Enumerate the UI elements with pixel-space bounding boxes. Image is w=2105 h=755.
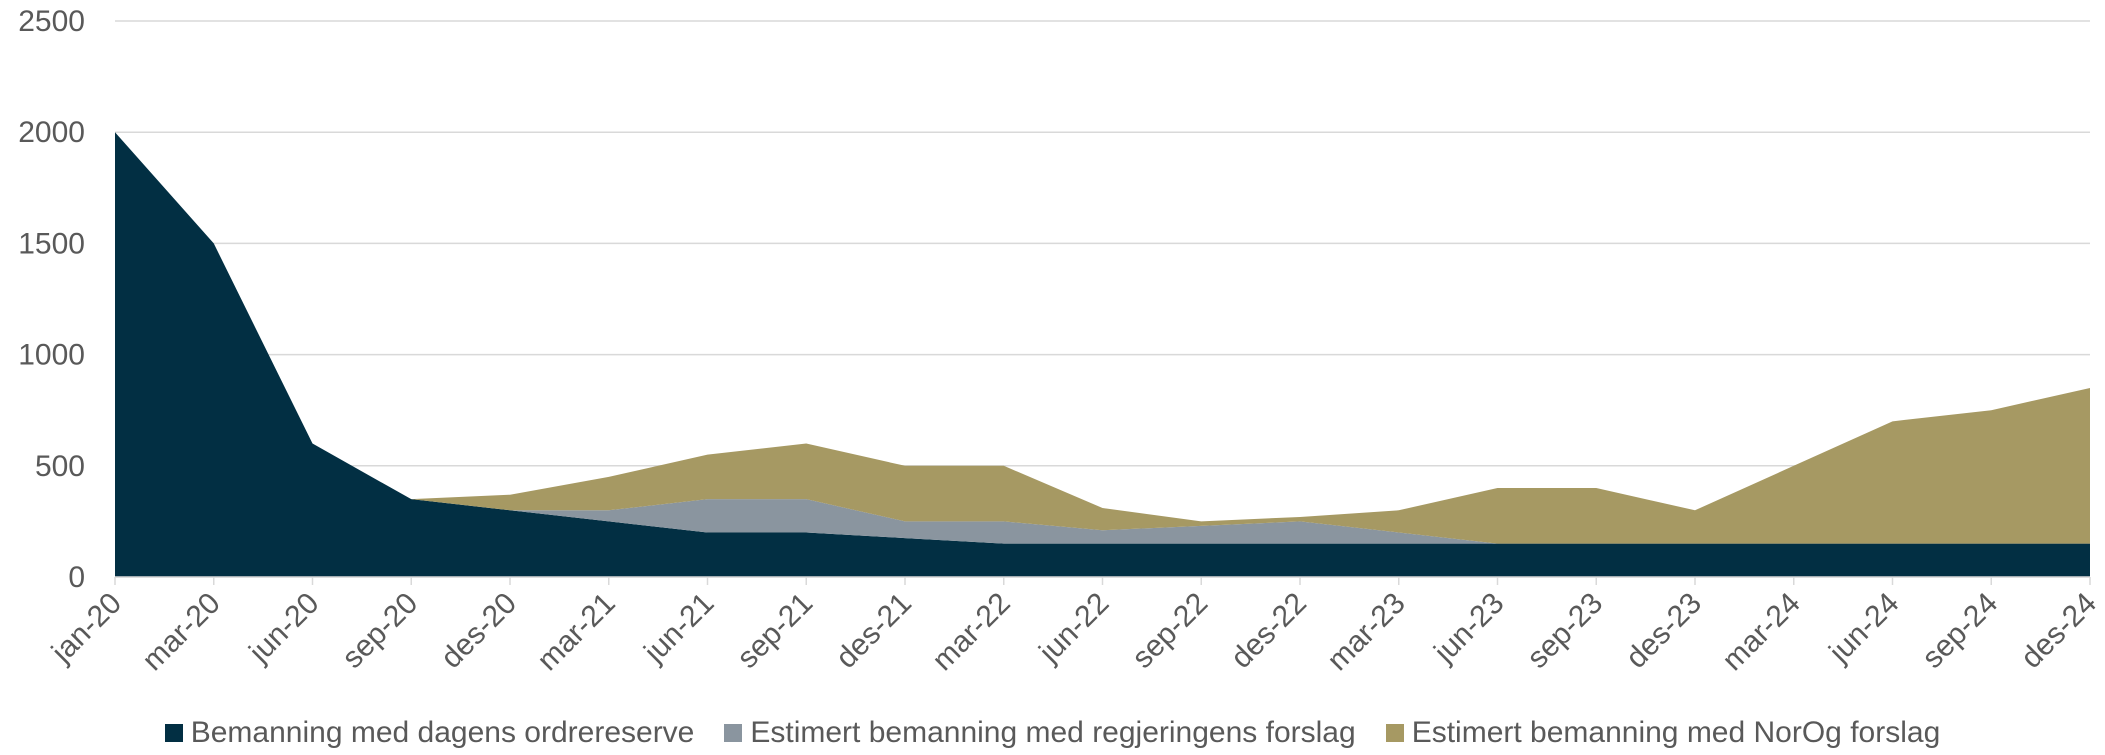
x-tick-label: des-22: [1225, 587, 1313, 675]
legend-label: Estimert bemanning med NorOg forslag: [1411, 716, 1941, 749]
x-tick-label: sep-20: [336, 587, 424, 675]
x-tick-label: jun-20: [242, 587, 325, 670]
legend-item: Bemanning med dagens ordrereserve: [164, 716, 695, 750]
legend: Bemanning med dagens ordrereserve Estimer…: [0, 716, 2105, 750]
legend-swatch: [164, 724, 183, 742]
area: [115, 132, 2090, 544]
legend-item: Estimert bemanning med NorOg forslag: [1385, 716, 1941, 750]
y-tick-label: 0: [68, 561, 85, 594]
x-tick-label: des-20: [435, 587, 523, 675]
x-tick-label: jun-21: [637, 587, 720, 670]
x-tick-label: des-23: [1620, 587, 1708, 675]
x-tick-label: mar-21: [531, 587, 622, 678]
legend-swatch: [724, 724, 743, 742]
x-tick-label: sep-23: [1521, 587, 1609, 675]
x-tick-label: sep-22: [1126, 587, 1214, 675]
x-tick-label: sep-21: [731, 587, 819, 675]
x-tick-label: sep-24: [1916, 587, 2004, 675]
y-tick-label: 1500: [18, 227, 85, 260]
legend-label: Bemanning med dagens ordrereserve: [190, 716, 695, 749]
y-tick-label: 2000: [18, 116, 85, 149]
x-tick-label: mar-20: [136, 587, 227, 678]
x-tick-label: jun-23: [1427, 587, 1510, 670]
x-tick-label: des-24: [2015, 587, 2103, 675]
x-tick-label: jan-20: [45, 587, 128, 670]
x-tick-label: mar-22: [926, 587, 1017, 678]
x-tick-label: des-21: [830, 587, 918, 675]
x-tick-label: mar-24: [1716, 587, 1807, 678]
legend-label: Estimert bemanning med regjeringens fors…: [750, 716, 1356, 749]
legend-item: Estimert bemanning med regjeringens fors…: [724, 716, 1356, 750]
y-tick-label: 2500: [18, 5, 85, 38]
x-tick-label: jun-24: [1822, 587, 1905, 670]
x-tick-label: jun-22: [1032, 587, 1115, 670]
x-tick-label: mar-23: [1321, 587, 1412, 678]
y-tick-label: 500: [35, 450, 85, 483]
legend-swatch: [1385, 724, 1404, 742]
y-tick-label: 1000: [18, 339, 85, 372]
area: [115, 132, 2090, 577]
